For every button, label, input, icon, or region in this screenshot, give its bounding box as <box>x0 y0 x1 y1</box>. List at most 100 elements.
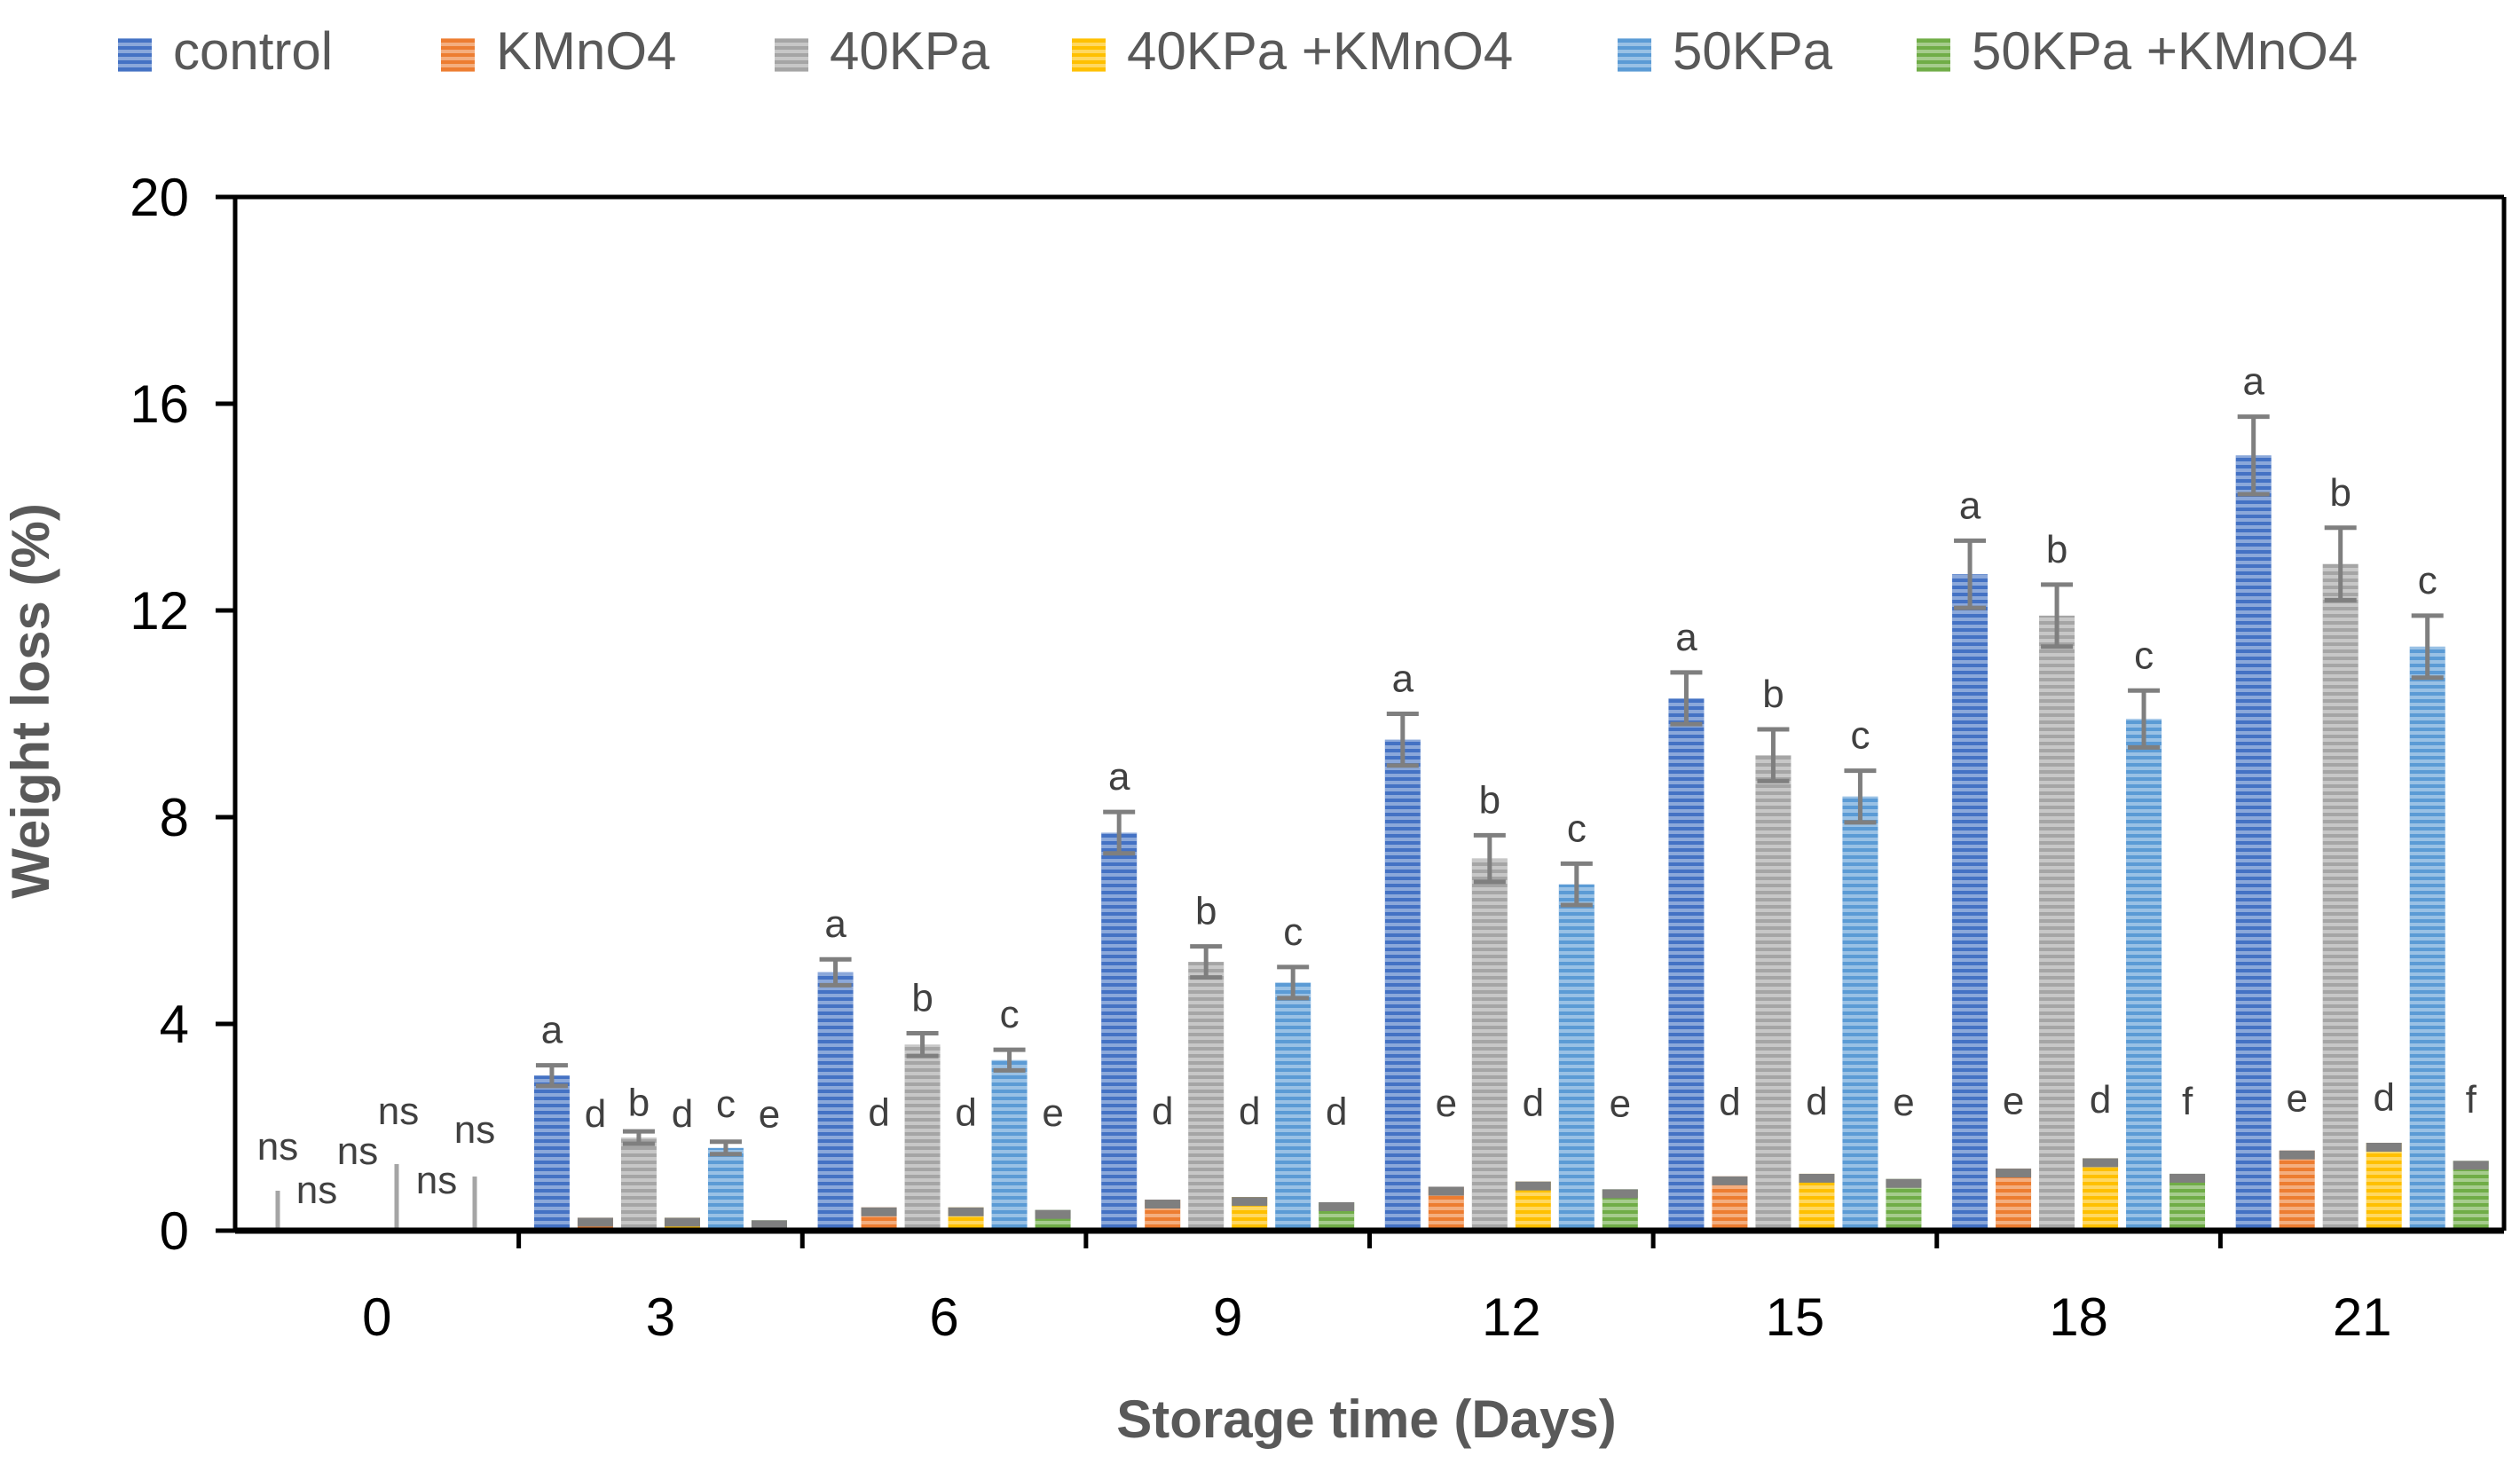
bar-texture <box>1558 884 1595 1231</box>
error-cap <box>1428 1186 1464 1196</box>
bar-texture <box>1101 832 1138 1231</box>
significance-letter: d <box>1326 1090 1347 1134</box>
significance-letter: d <box>585 1092 606 1136</box>
y-tick-label: 20 <box>130 168 189 227</box>
legend-label: control <box>173 21 333 81</box>
significance-letter: d <box>2373 1075 2394 1119</box>
significance-letter: c <box>1000 993 1020 1036</box>
x-tick-label: 21 <box>2333 1287 2392 1347</box>
axes: 0 4 8 12 16 20 0 3 6 9 12 15 18 21 <box>130 168 2507 1347</box>
error-cap <box>1145 1200 1181 1209</box>
significance-letter: a <box>2242 360 2264 404</box>
bar-texture <box>1384 739 1421 1231</box>
significance-letter: e <box>1610 1082 1631 1126</box>
significance-letter: c <box>1283 910 1303 954</box>
significance-letter: c <box>1850 714 1870 758</box>
significance-letter: ns <box>416 1159 457 1202</box>
significance-letter: a <box>824 902 847 946</box>
y-tick-label: 0 <box>160 1201 189 1261</box>
error-cap <box>861 1207 897 1216</box>
significance-letter: ns <box>378 1090 419 1133</box>
y-tick-label: 12 <box>130 581 189 641</box>
significance-letter: b <box>1195 890 1217 933</box>
x-tick-label: 3 <box>646 1287 675 1347</box>
legend-label: 40KPa <box>830 21 990 81</box>
significance-letter: b <box>628 1082 650 1125</box>
significance-letter: a <box>541 1009 563 1052</box>
error-cap <box>1886 1178 1922 1188</box>
significance-letter: d <box>868 1090 889 1134</box>
significance-letter: e <box>1436 1082 1457 1125</box>
bar-texture <box>904 1044 941 1231</box>
y-tick-label: 16 <box>130 374 189 434</box>
legend-swatch-texture <box>1917 38 1950 72</box>
error-cap <box>1319 1201 1355 1211</box>
significance-letter: d <box>2090 1078 2111 1122</box>
legend-swatch-texture <box>441 38 475 72</box>
significance-letter: c <box>2134 634 2154 677</box>
significance-letter: ns <box>257 1125 298 1169</box>
y-tick-label: 8 <box>160 788 189 847</box>
bar-texture <box>1842 796 1878 1231</box>
bar-texture <box>2039 615 2075 1231</box>
significance-letter: ns <box>337 1129 378 1173</box>
significance-letter: f <box>2466 1078 2477 1122</box>
significance-letter: c <box>1567 807 1587 850</box>
error-bars <box>275 414 2489 1231</box>
significance-letter: ns <box>296 1169 337 1212</box>
bars <box>533 455 2489 1231</box>
legend-label: 50KPa +KMnO4 <box>1972 21 2358 81</box>
significance-letter: ns <box>454 1108 495 1152</box>
significance-letter: d <box>1523 1081 1544 1124</box>
significance-letter: e <box>759 1092 780 1136</box>
error-cap <box>1799 1173 1835 1183</box>
bar-texture <box>1668 698 1705 1231</box>
x-axis-label: Storage time (Days) <box>1116 1389 1617 1449</box>
legend-label: 40KPa +KMnO4 <box>1127 21 1513 81</box>
x-tick-label: 12 <box>1482 1287 1541 1347</box>
bar-texture <box>1996 1169 2032 1231</box>
error-cap <box>1035 1209 1071 1219</box>
legend-swatch-texture <box>1618 38 1651 72</box>
significance-letter: d <box>1719 1081 1740 1124</box>
error-cap <box>2170 1173 2206 1183</box>
significance-letter: d <box>1806 1080 1827 1123</box>
bar-texture <box>2083 1158 2119 1231</box>
x-tick-label: 15 <box>1766 1287 1825 1347</box>
bar-texture <box>533 1075 570 1231</box>
bar-texture <box>2235 455 2272 1231</box>
legend-label: 50KPa <box>1673 21 1833 81</box>
bar-texture <box>2279 1150 2315 1231</box>
significance-letter: b <box>1479 778 1500 822</box>
x-tick-label: 0 <box>362 1287 391 1347</box>
error-cap <box>577 1217 613 1227</box>
bar-texture <box>1471 858 1508 1231</box>
bar-texture <box>2453 1161 2489 1231</box>
bar-texture <box>1275 982 1311 1231</box>
bar-texture <box>1799 1173 1835 1231</box>
error-cap <box>2279 1150 2315 1160</box>
y-tick-label: 4 <box>160 995 189 1054</box>
bar-texture <box>2366 1142 2402 1231</box>
legend-label: KMnO4 <box>496 21 676 81</box>
x-tick-label: 9 <box>1213 1287 1242 1347</box>
error-cap <box>751 1220 787 1230</box>
significance-letter: e <box>2286 1077 2307 1121</box>
error-cap <box>1996 1169 2032 1178</box>
significance-letter: b <box>2046 528 2067 571</box>
significance-letter: e <box>2003 1079 2024 1122</box>
legend: control KMnO4 40KPa 40KPa +KMnO4 50KPa 50KPa … <box>118 21 2358 81</box>
y-axis-label: Weight loss (%) <box>1 503 60 899</box>
bar-texture <box>2126 719 2162 1231</box>
x-tick-label: 6 <box>929 1287 958 1347</box>
bar-texture <box>1755 755 1792 1231</box>
legend-swatch-texture <box>1072 38 1106 72</box>
error-cap <box>2366 1142 2402 1152</box>
significance-letter: b <box>911 976 933 1019</box>
error-cap <box>1232 1197 1268 1207</box>
significance-letter: d <box>1239 1090 1260 1133</box>
legend-swatch-texture <box>118 38 152 72</box>
